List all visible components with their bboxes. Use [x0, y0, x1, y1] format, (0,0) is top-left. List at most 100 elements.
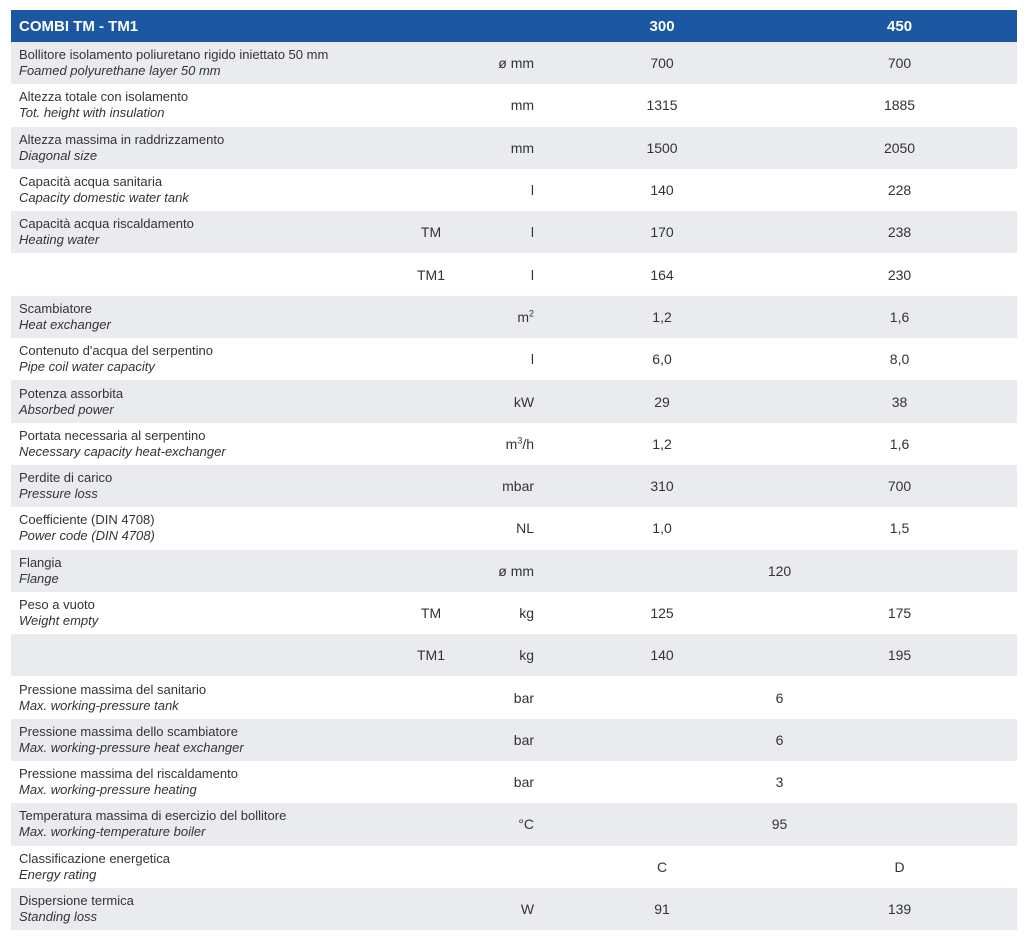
label-italian: Bollitore isolamento poliuretano rigido … [19, 47, 329, 63]
model-variant [396, 676, 466, 719]
unit: l [466, 253, 543, 296]
row-label [11, 634, 396, 677]
table-row: Pressione massima del riscaldamento Max. … [11, 761, 1018, 804]
row-label [11, 253, 396, 296]
unit: kg [466, 634, 543, 677]
value-300: 140 [542, 634, 783, 677]
model-variant [396, 718, 466, 762]
table-row: Potenza assorbita Absorbed power kW 29 38 [11, 380, 1018, 423]
value-450: 195 [782, 634, 1018, 677]
unit [466, 845, 543, 888]
unit: kg [466, 591, 543, 635]
value-450: 38 [782, 380, 1018, 423]
label-english: Tot. height with insulation [19, 105, 165, 121]
row-label: Classificazione energetica Energy rating [11, 845, 396, 888]
label-italian: Scambiatore [19, 300, 92, 316]
table-row: Perdite di carico Pressure loss mbar 310 700 [11, 464, 1018, 508]
unit: m3/h [466, 422, 543, 465]
unit: kW [466, 380, 543, 423]
row-label: Coefficiente (DIN 4708) Power code (DIN 4… [11, 507, 396, 550]
label-english: Foamed polyurethane layer 50 mm [19, 63, 221, 79]
row-label: Altezza massima in raddrizzamento Diagona… [11, 126, 396, 169]
unit: bar [466, 761, 543, 804]
value-450: 175 [782, 591, 1018, 635]
row-label: Peso a vuoto Weight empty [11, 591, 396, 635]
unit: l [466, 338, 543, 381]
unit: bar [466, 676, 543, 719]
label-english: Energy rating [19, 866, 97, 882]
column-450: 450 [782, 10, 1018, 42]
row-label: Altezza totale con isolamento Tot. height… [11, 84, 396, 127]
value-300: 1315 [542, 84, 783, 127]
value-300: 170 [542, 211, 783, 254]
row-label: Bollitore isolamento poliuretano rigido … [11, 42, 396, 85]
label-english: Pressure loss [19, 486, 98, 502]
table-row: Scambiatore Heat exchanger m2 1,2 1,6 [11, 295, 1018, 339]
value-450: 230 [782, 253, 1018, 296]
value-450: 228 [782, 168, 1018, 212]
label-italian: Perdite di carico [19, 470, 113, 486]
label-italian: Pressione massima del sanitario [19, 681, 207, 697]
label-english: Max. working-temperature boiler [19, 824, 206, 840]
row-label: Temperatura massima di esercizio del bol… [11, 803, 396, 846]
row-label: Capacità acqua sanitaria Capacity domesti… [11, 168, 396, 212]
row-label: Pressione massima del sanitario Max. work… [11, 676, 396, 719]
unit: m2 [466, 295, 543, 339]
unit: l [466, 211, 543, 254]
label-english: Power code (DIN 4708) [19, 528, 155, 544]
label-italian: Contenuto d'acqua del serpentino [19, 343, 214, 359]
unit: NL [466, 507, 543, 550]
unit: l [466, 168, 543, 212]
label-english: Max. working-pressure tank [19, 697, 179, 713]
model-variant: TM1 [396, 634, 466, 677]
table-row: Altezza totale con isolamento Tot. height… [11, 84, 1018, 127]
label-english: Necessary capacity heat-exchanger [19, 443, 226, 459]
value-300: 1,2 [542, 422, 783, 465]
row-label: Portata necessaria al serpentino Necessar… [11, 422, 396, 465]
value-300: 1,2 [542, 295, 783, 339]
label-italian: Dispersione termica [19, 893, 134, 909]
unit: ø mm [466, 549, 543, 592]
model-variant [396, 126, 466, 169]
value-both-models: 120 [542, 549, 1018, 592]
table-row: Coefficiente (DIN 4708) Power code (DIN 4… [11, 507, 1018, 550]
value-300: 125 [542, 591, 783, 635]
unit-exponent: 2 [529, 308, 535, 319]
table-header: COMBI TM - TM1 300 450 [11, 10, 1018, 42]
model-variant [396, 42, 466, 85]
value-300: 700 [542, 42, 783, 85]
unit: ø mm [466, 42, 543, 85]
table-body: Bollitore isolamento poliuretano rigido … [11, 42, 1018, 931]
label-english: Max. working-pressure heating [19, 782, 197, 798]
model-variant [396, 803, 466, 846]
value-both-models: 6 [542, 676, 1018, 719]
row-label: Flangia Flange [11, 549, 396, 592]
value-450: 700 [782, 464, 1018, 508]
table-row: Capacità acqua riscaldamento Heating wate… [11, 211, 1018, 254]
label-italian: Coefficiente (DIN 4708) [19, 512, 155, 528]
value-300: 1500 [542, 126, 783, 169]
label-italian: Altezza totale con isolamento [19, 89, 189, 105]
value-450: 1,5 [782, 507, 1018, 550]
table-row: Altezza massima in raddrizzamento Diagona… [11, 126, 1018, 169]
value-450: 139 [782, 887, 1018, 931]
spec-table: COMBI TM - TM1 300 450 Bollitore isolame… [11, 10, 1018, 931]
value-both-models: 3 [542, 761, 1018, 804]
table-row: TM1 l 164 230 [11, 253, 1018, 296]
model-variant [396, 507, 466, 550]
column-300: 300 [542, 10, 783, 42]
model-variant [396, 549, 466, 592]
value-both-models: 6 [542, 718, 1018, 762]
value-300: 164 [542, 253, 783, 296]
value-450: D [782, 845, 1018, 888]
row-label: Potenza assorbita Absorbed power [11, 380, 396, 423]
label-italian: Capacità acqua riscaldamento [19, 216, 194, 232]
value-300: C [542, 845, 783, 888]
value-300: 91 [542, 887, 783, 931]
model-variant [396, 464, 466, 508]
label-italian: Altezza massima in raddrizzamento [19, 131, 225, 147]
label-english: Pipe coil water capacity [19, 359, 155, 375]
value-450: 8,0 [782, 338, 1018, 381]
value-300: 6,0 [542, 338, 783, 381]
label-italian: Peso a vuoto [19, 597, 95, 612]
